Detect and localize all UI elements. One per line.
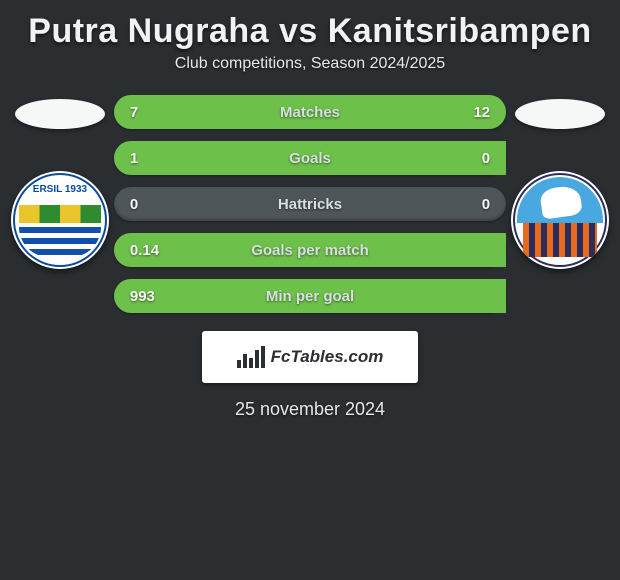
left-crest-text: ERSIL 1933 <box>11 181 109 199</box>
stat-value-left: 7 <box>114 104 224 121</box>
stat-value-left: 1 <box>114 150 224 167</box>
brand-badge: FcTables.com <box>202 331 418 383</box>
right-player-avatar-placeholder <box>515 99 605 129</box>
stat-label: Goals <box>224 150 397 167</box>
stat-value-right: 0 <box>396 196 506 213</box>
brand-bars-icon <box>237 346 265 368</box>
stats-list: 7Matches121Goals00Hattricks00.14Goals pe… <box>114 91 506 313</box>
brand-text: FcTables.com <box>271 347 384 367</box>
right-club-crest <box>511 171 609 269</box>
left-player-avatar-placeholder <box>15 99 105 129</box>
left-club-crest: ERSIL 1933 <box>11 171 109 269</box>
left-player-column: ERSIL 1933 <box>6 91 114 269</box>
stat-label: Hattricks <box>224 196 397 213</box>
stat-row: 0.14Goals per match <box>114 233 506 267</box>
stat-row: 1Goals0 <box>114 141 506 175</box>
stat-row: 7Matches12 <box>114 95 506 129</box>
stat-label: Matches <box>224 104 397 121</box>
stat-label: Goals per match <box>224 242 397 259</box>
page-subtitle: Club competitions, Season 2024/2025 <box>0 55 620 91</box>
stat-row: 0Hattricks0 <box>114 187 506 221</box>
page-title: Putra Nugraha vs Kanitsribampen <box>0 0 620 55</box>
comparison-panel: ERSIL 1933 7Matches121Goals00Hattricks00… <box>0 91 620 313</box>
stat-row: 993Min per goal <box>114 279 506 313</box>
stat-value-left: 0.14 <box>114 242 224 259</box>
snapshot-date: 25 november 2024 <box>0 399 620 420</box>
stat-label: Min per goal <box>224 288 397 305</box>
stat-value-right: 0 <box>396 150 506 167</box>
stat-value-right: 12 <box>396 104 506 121</box>
stat-value-left: 0 <box>114 196 224 213</box>
stat-value-left: 993 <box>114 288 224 305</box>
right-player-column <box>506 91 614 269</box>
